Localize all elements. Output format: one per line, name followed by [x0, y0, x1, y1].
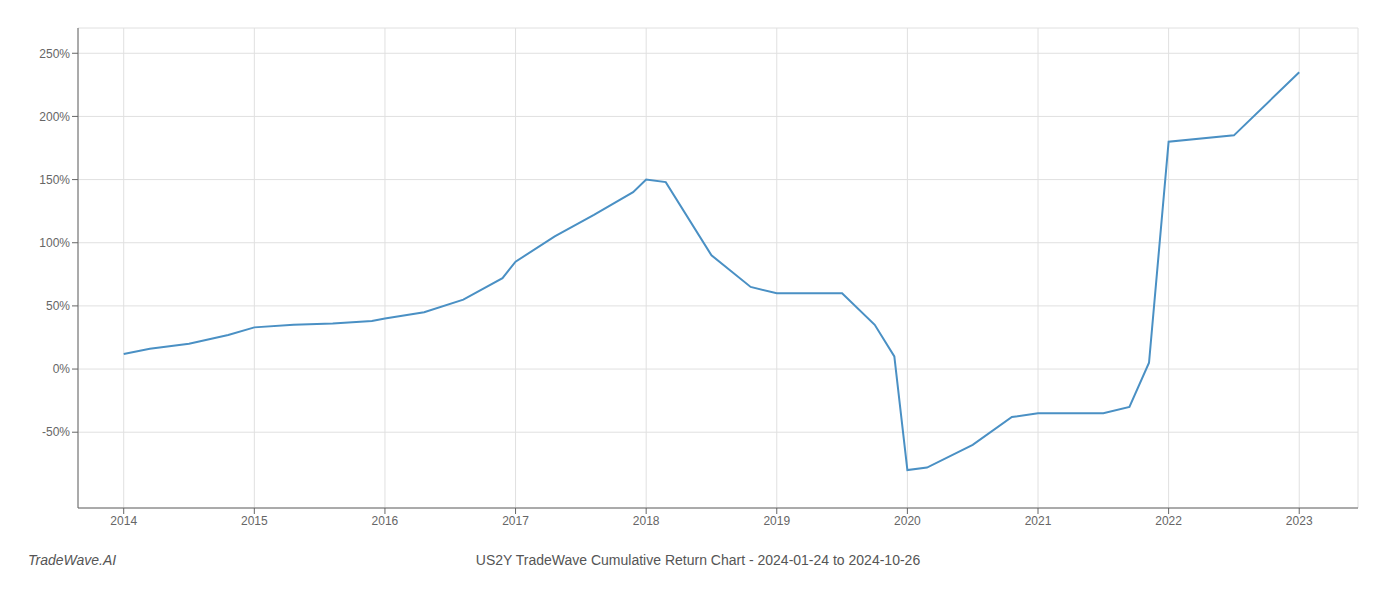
svg-text:250%: 250%	[39, 47, 70, 61]
svg-text:2023: 2023	[1286, 514, 1313, 528]
svg-text:2018: 2018	[633, 514, 660, 528]
svg-text:2016: 2016	[372, 514, 399, 528]
svg-text:2015: 2015	[241, 514, 268, 528]
svg-text:2014: 2014	[110, 514, 137, 528]
svg-text:2022: 2022	[1155, 514, 1182, 528]
svg-text:-50%: -50%	[42, 425, 70, 439]
svg-text:50%: 50%	[46, 299, 70, 313]
svg-text:100%: 100%	[39, 236, 70, 250]
svg-text:2019: 2019	[763, 514, 790, 528]
html-text:TradeWave.AI: TradeWave.AI	[28, 552, 117, 568]
svg-text:0%: 0%	[53, 362, 71, 376]
svg-text:2017: 2017	[502, 514, 529, 528]
svg-text:2021: 2021	[1025, 514, 1052, 528]
svg-text:2020: 2020	[894, 514, 921, 528]
svg-text:150%: 150%	[39, 173, 70, 187]
html-text:US2Y TradeWave Cumulative Retu: US2Y TradeWave Cumulative Return Chart -…	[475, 552, 921, 568]
svg-text:200%: 200%	[39, 110, 70, 124]
